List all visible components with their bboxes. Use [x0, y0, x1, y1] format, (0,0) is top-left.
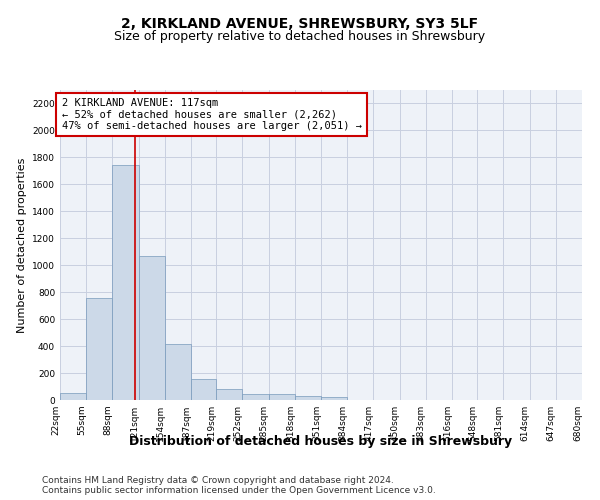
Bar: [191, 379, 216, 400]
Bar: [165, 344, 191, 400]
Y-axis label: Number of detached properties: Number of detached properties: [17, 158, 26, 332]
Bar: [60, 392, 86, 400]
Bar: [321, 396, 347, 400]
Bar: [269, 394, 295, 400]
Bar: [139, 256, 165, 400]
Bar: [86, 298, 112, 400]
Bar: [242, 394, 269, 400]
Text: Contains HM Land Registry data © Crown copyright and database right 2024.
Contai: Contains HM Land Registry data © Crown c…: [42, 476, 436, 495]
Text: 2, KIRKLAND AVENUE, SHREWSBURY, SY3 5LF: 2, KIRKLAND AVENUE, SHREWSBURY, SY3 5LF: [121, 18, 479, 32]
Text: Size of property relative to detached houses in Shrewsbury: Size of property relative to detached ho…: [115, 30, 485, 43]
Bar: [216, 389, 242, 400]
Text: 2 KIRKLAND AVENUE: 117sqm
← 52% of detached houses are smaller (2,262)
47% of se: 2 KIRKLAND AVENUE: 117sqm ← 52% of detac…: [62, 98, 362, 132]
Bar: [112, 166, 139, 400]
Text: Distribution of detached houses by size in Shrewsbury: Distribution of detached houses by size …: [130, 435, 512, 448]
Bar: [295, 396, 321, 400]
